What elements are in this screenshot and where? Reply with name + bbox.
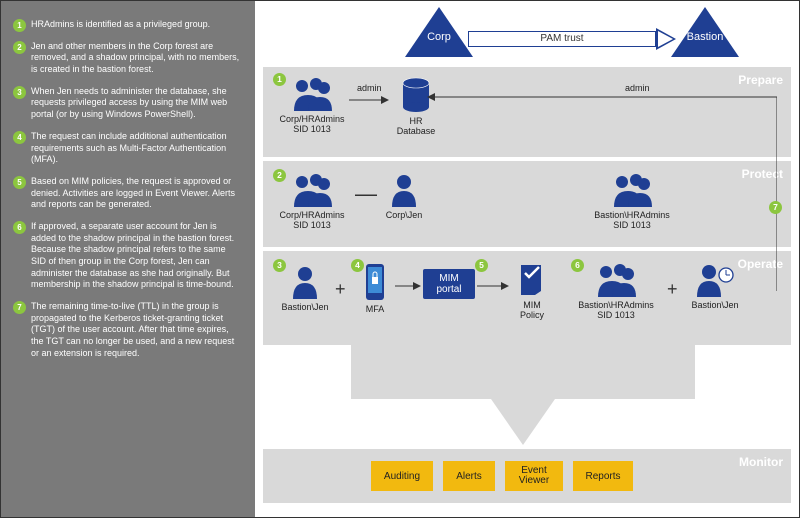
stage-prepare-label: Prepare (738, 73, 783, 87)
marker-7: 7 (769, 201, 782, 214)
step-text: The request can include additional authe… (31, 131, 243, 166)
step-badge-2: 2 (13, 41, 26, 54)
marker-5: 5 (475, 259, 488, 272)
mfa-label: MFA (355, 305, 395, 315)
step-4: 4 The request can include additional auth… (13, 131, 243, 166)
step-badge-3: 3 (13, 86, 26, 99)
mim-policy-node: MIMPolicy (509, 263, 555, 321)
step-text: If approved, a separate user account for… (31, 221, 243, 291)
mfa-node: MFA (355, 263, 395, 315)
step-text: Based on MIM policies, the request is ap… (31, 176, 243, 211)
corp-hradmins-node: Corp/HRAdminsSID 1013 (277, 77, 347, 135)
step-badge-6: 6 (13, 221, 26, 234)
arrow-icon (477, 281, 509, 291)
corp-hradmins-label-2: Corp/HRAdminsSID 1013 (277, 211, 347, 231)
pam-trust-label: PAM trust (468, 33, 656, 44)
bastion-jen-node-1: Bastion\Jen (277, 265, 333, 313)
mim-policy-label: MIMPolicy (509, 301, 555, 321)
monitor-auditing: Auditing (371, 461, 433, 491)
step-1: 1 HRAdmins is identified as a privileged … (13, 19, 243, 31)
user-icon (390, 173, 418, 207)
corp-hradmins-label: Corp/HRAdminsSID 1013 (277, 115, 347, 135)
arrow-icon (349, 95, 389, 105)
step-5: 5 Based on MIM policies, the request is a… (13, 176, 243, 211)
user-icon (291, 265, 319, 299)
funnel-arrow-icon (351, 345, 695, 451)
bastion-label: Bastion (671, 31, 739, 43)
corp-jen-label: Corp\Jen (377, 211, 431, 221)
pam-trust-arrow: PAM trust (468, 28, 676, 50)
bastion-jen-label-1: Bastion\Jen (277, 303, 333, 313)
group-icon (290, 173, 334, 207)
step-badge-7: 7 (13, 301, 26, 314)
bastion-hradmins-node-2: Bastion\HRAdminsSID 1013 (573, 263, 659, 321)
step-text: Jen and other members in the Corp forest… (31, 41, 243, 76)
step-badge-1: 1 (13, 19, 26, 32)
mim-portal-node: MIMportal (423, 269, 475, 299)
step-6: 6 If approved, a separate user account fo… (13, 221, 243, 291)
stage-monitor-label: Monitor (739, 455, 783, 469)
group-icon (594, 263, 638, 297)
admin-label-1: admin (357, 83, 382, 93)
bastion-jen-node-2: Bastion\Jen (685, 263, 745, 311)
bastion-hradmins-label-2: Bastion\HRAdminsSID 1013 (573, 301, 659, 321)
corp-hradmins-node-2: Corp/HRAdminsSID 1013 (277, 173, 347, 231)
step-7: 7 The remaining time-to-live (TTL) in the… (13, 301, 243, 359)
diagram-canvas: 1 HRAdmins is identified as a privileged … (0, 0, 800, 518)
step-text: When Jen needs to administer the databas… (31, 86, 243, 121)
step-badge-4: 4 (13, 131, 26, 144)
monitor-event-viewer: EventViewer (505, 461, 563, 491)
step-text: HRAdmins is identified as a privileged g… (31, 19, 243, 31)
steps-panel: 1 HRAdmins is identified as a privileged … (1, 1, 255, 517)
diagram-area: Corp Bastion PAM trust Prepare Protect O… (255, 1, 799, 517)
step-text: The remaining time-to-live (TTL) in the … (31, 301, 243, 359)
group-icon (290, 77, 334, 111)
policy-scroll-icon (517, 263, 547, 297)
plus-icon-2: + (667, 279, 678, 300)
bastion-jen-label-2: Bastion\Jen (685, 301, 745, 311)
monitor-reports: Reports (573, 461, 633, 491)
mim-portal-box: MIMportal (423, 269, 475, 299)
step-badge-5: 5 (13, 176, 26, 189)
phone-lock-icon (364, 263, 386, 301)
group-icon (610, 173, 654, 207)
arrow-icon (395, 281, 421, 291)
step-3: 3 When Jen needs to administer the databa… (13, 86, 243, 121)
admin-label-2: admin (625, 83, 650, 93)
minus-icon: — (355, 185, 377, 211)
corp-jen-node: Corp\Jen (377, 173, 431, 221)
monitor-alerts: Alerts (443, 461, 495, 491)
corp-label: Corp (405, 31, 473, 43)
step-2: 2 Jen and other members in the Corp fores… (13, 41, 243, 76)
user-clock-icon (695, 263, 735, 297)
bastion-hradmins-label: Bastion\HRAdminsSID 1013 (589, 211, 675, 231)
bastion-hradmins-node: Bastion\HRAdminsSID 1013 (589, 173, 675, 231)
plus-icon-1: + (335, 279, 346, 300)
